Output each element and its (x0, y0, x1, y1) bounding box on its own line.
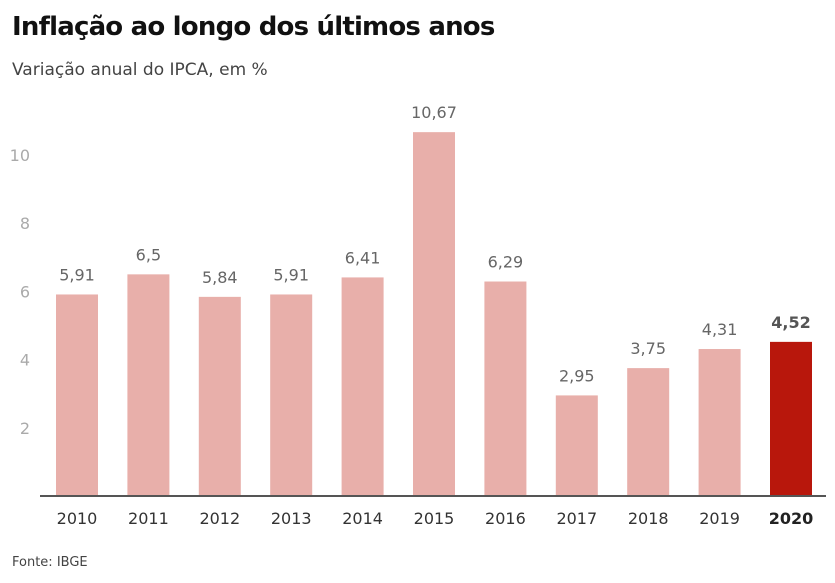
bar (198, 296, 241, 496)
value-label: 4,31 (702, 320, 738, 339)
value-label: 6,41 (345, 248, 381, 267)
y-tick-label: 2 (20, 419, 30, 438)
x-tick-label: 2019 (699, 509, 740, 528)
bar (555, 395, 598, 496)
bar (484, 281, 527, 496)
x-tick-label: 2015 (414, 509, 455, 528)
x-tick-label: 2013 (271, 509, 312, 528)
chart-subtitle: Variação anual do IPCA, em % (12, 60, 268, 80)
bar (341, 277, 384, 496)
x-tick-label: 2014 (342, 509, 383, 528)
chart-title: Inflação ao longo dos últimos anos (12, 12, 495, 42)
value-label: 5,91 (273, 265, 309, 284)
value-label: 4,52 (771, 313, 810, 332)
value-labels: 5,91 6,5 5,84 5,91 6,41 10,67 6,29 2,95 3,75 4,31… (59, 103, 811, 385)
y-tick-label: 6 (20, 282, 30, 301)
value-label: 5,84 (202, 268, 238, 287)
bar (413, 132, 455, 496)
bars (56, 132, 812, 496)
bar (127, 274, 170, 496)
y-tick-label: 4 (20, 351, 30, 370)
x-tick-label: 2017 (556, 509, 597, 528)
x-tick-label: 2018 (628, 509, 669, 528)
x-axis-labels: 2010 2011 2012 2013 2014 2015 2016 2017 2018 2019… (57, 509, 814, 528)
x-tick-label: 2012 (199, 509, 240, 528)
source-note: Fonte: IBGE (12, 555, 88, 570)
value-label: 10,67 (411, 103, 457, 122)
value-label: 2,95 (559, 366, 595, 385)
y-axis-ticks: 2 4 6 8 10 (10, 146, 30, 438)
x-tick-label: 2011 (128, 509, 169, 528)
y-tick-label: 10 (10, 146, 30, 165)
value-label: 6,5 (136, 245, 161, 264)
bar (270, 294, 313, 496)
bar-highlight (770, 341, 812, 496)
value-label: 6,29 (488, 253, 524, 272)
value-label: 3,75 (630, 339, 666, 358)
x-tick-label: 2010 (57, 509, 98, 528)
value-label: 5,91 (59, 265, 95, 284)
y-tick-label: 8 (20, 214, 30, 233)
x-tick-label: 2020 (769, 509, 814, 528)
bar (627, 368, 670, 496)
bar (56, 294, 98, 496)
bar (698, 349, 741, 496)
x-tick-label: 2016 (485, 509, 526, 528)
